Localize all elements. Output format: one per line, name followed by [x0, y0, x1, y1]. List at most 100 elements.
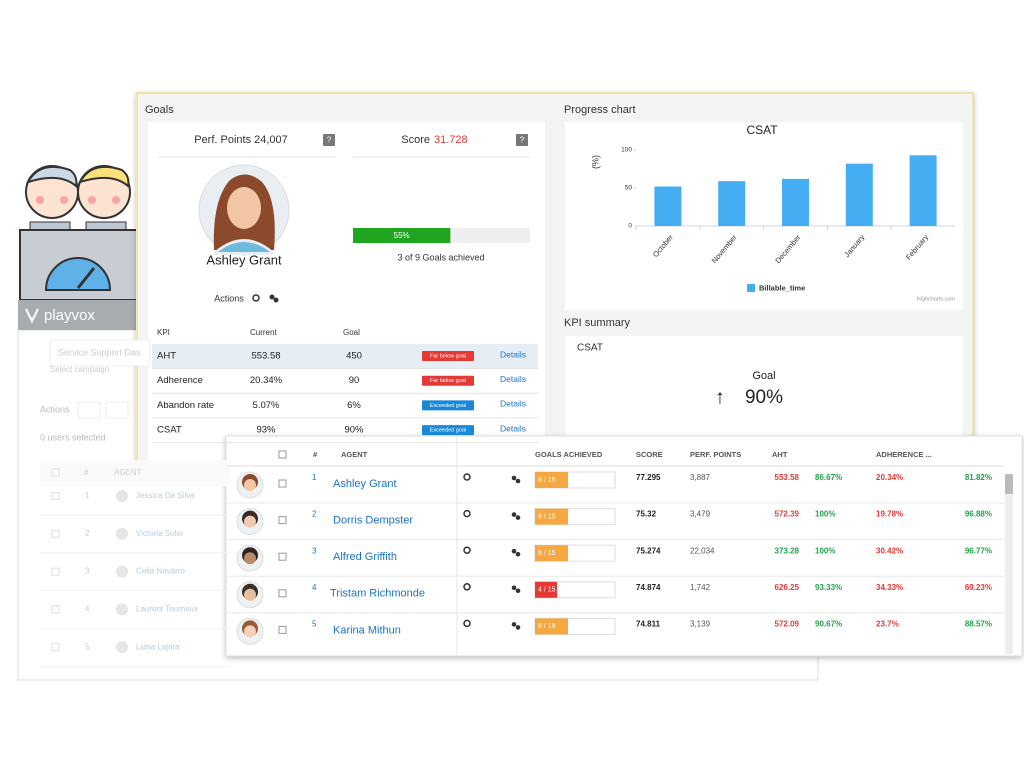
- column-header: ADHERENCE ...: [876, 450, 932, 459]
- kpi-status: Exceeded goal: [430, 428, 466, 434]
- action-button: [105, 401, 129, 419]
- details-link[interactable]: Details: [500, 399, 526, 409]
- checkbox[interactable]: [278, 479, 287, 488]
- checkbox[interactable]: [278, 625, 287, 634]
- kpi-summary-goal-label: Goal: [752, 370, 775, 382]
- kpi-summary-goal: 90%: [745, 387, 783, 408]
- progress-fill: [353, 228, 451, 243]
- kpi-name: AHT: [157, 351, 176, 362]
- y-tick-label: 50: [625, 185, 633, 192]
- award-icon: [252, 294, 260, 302]
- rank: 1: [312, 473, 317, 482]
- aht: 626.25: [775, 583, 800, 592]
- score: 74.874: [636, 583, 661, 592]
- agent-avatar: [198, 164, 290, 256]
- y-axis-label: (%): [590, 155, 600, 169]
- kpi-name: CSAT: [157, 425, 182, 436]
- aht: 553.58: [775, 473, 800, 482]
- rank: 5: [312, 620, 317, 629]
- goals-fill: [535, 508, 568, 525]
- details-link[interactable]: Details: [500, 423, 526, 433]
- progress-label: 55%: [394, 231, 410, 240]
- chart-card: [565, 122, 963, 310]
- help-icon: [323, 134, 335, 146]
- group-icon: [511, 475, 517, 481]
- kpi-status: Far below goal: [430, 353, 466, 359]
- score-value: 31.728: [434, 134, 468, 146]
- kpi-column-header: Goal: [343, 328, 360, 337]
- perf-points: Perf. Points 24,007: [194, 134, 288, 146]
- checkbox: [51, 529, 60, 538]
- perf-points: 1,742: [690, 583, 711, 592]
- checkbox[interactable]: [278, 589, 287, 598]
- agent-name[interactable]: Ashley Grant: [333, 478, 397, 490]
- avatar-face: [244, 515, 256, 528]
- agent-name[interactable]: Karina Mithun: [333, 624, 401, 636]
- adherence-percent: 88.57%: [965, 620, 992, 629]
- column-header: PERF. POINTS: [690, 450, 741, 459]
- aht: 572.09: [775, 620, 800, 629]
- goals-card: [148, 122, 545, 465]
- goals-fill: [535, 618, 568, 635]
- help-icon-text: ?: [327, 136, 332, 145]
- score-label: Score: [401, 134, 430, 146]
- panel-title: Progress chart: [564, 104, 636, 116]
- perf-points: 3,887: [690, 473, 711, 482]
- group-icon: [273, 297, 279, 303]
- checkbox: [51, 468, 60, 477]
- award-icon: [463, 473, 471, 481]
- goals-achieved: 3 of 9 Goals achieved: [397, 252, 484, 262]
- column-header: AHT: [772, 450, 788, 459]
- group-icon: [515, 515, 521, 520]
- goals-label: 6 / 15: [538, 477, 556, 484]
- kpi-current: 553.58: [251, 351, 280, 362]
- award-icon: [463, 546, 471, 554]
- details-link[interactable]: Details: [500, 349, 526, 359]
- adherence: 34.33%: [876, 583, 903, 592]
- avatar-placeholder: [116, 641, 128, 654]
- checkbox[interactable]: [278, 516, 287, 525]
- checkbox[interactable]: [278, 552, 287, 561]
- avatar-placeholder: [116, 603, 128, 616]
- perf-points: 22,034: [690, 546, 715, 555]
- bar: [845, 163, 873, 226]
- group-icon: [515, 588, 521, 594]
- chart-title: CSAT: [746, 123, 778, 137]
- kpi-status: Far below goal: [430, 378, 466, 384]
- adherence-percent: 69.23%: [965, 583, 992, 592]
- group-icon: [511, 622, 517, 627]
- checkbox: [51, 567, 60, 576]
- group-icon: [515, 625, 521, 630]
- goals-label: 4 / 15: [538, 587, 556, 594]
- bar: [782, 178, 809, 226]
- legend-label: Billable_time: [759, 283, 805, 292]
- group-icon: [511, 512, 517, 517]
- campaign-hint: Select campaign: [50, 365, 109, 374]
- agent-name: Victoria Soler: [136, 529, 184, 538]
- actions-label: Actions: [214, 293, 244, 303]
- adherence-percent: 81.82%: [965, 473, 992, 482]
- column-header: AGENT: [341, 450, 368, 459]
- agent-name[interactable]: Alfred Griffith: [333, 551, 397, 563]
- bar: [909, 155, 937, 226]
- kpi-goal: 450: [346, 351, 362, 362]
- goals-fill: [535, 472, 568, 488]
- kpi-status-badge: [422, 351, 474, 361]
- agent-name[interactable]: Tristam Richmonde: [330, 588, 425, 600]
- aht-percent: 100%: [815, 546, 835, 555]
- row-number: 2: [85, 529, 90, 538]
- action-button: [77, 401, 101, 419]
- rank: 3: [312, 546, 317, 555]
- kpi-row-highlight: [152, 344, 538, 368]
- scrollbar: [1005, 474, 1013, 654]
- adherence-percent: 96.77%: [965, 546, 992, 555]
- adherence: 19.78%: [876, 510, 903, 519]
- score: 75.32: [636, 510, 657, 519]
- agent-name[interactable]: Dorris Dempster: [333, 515, 413, 527]
- score: 75.274: [636, 546, 661, 555]
- help-icon: [516, 134, 528, 146]
- goals-label: 6 / 15: [538, 623, 556, 630]
- leaderboard-panel: [225, 435, 1023, 657]
- column-header: #: [313, 450, 318, 459]
- details-link[interactable]: Details: [500, 374, 526, 384]
